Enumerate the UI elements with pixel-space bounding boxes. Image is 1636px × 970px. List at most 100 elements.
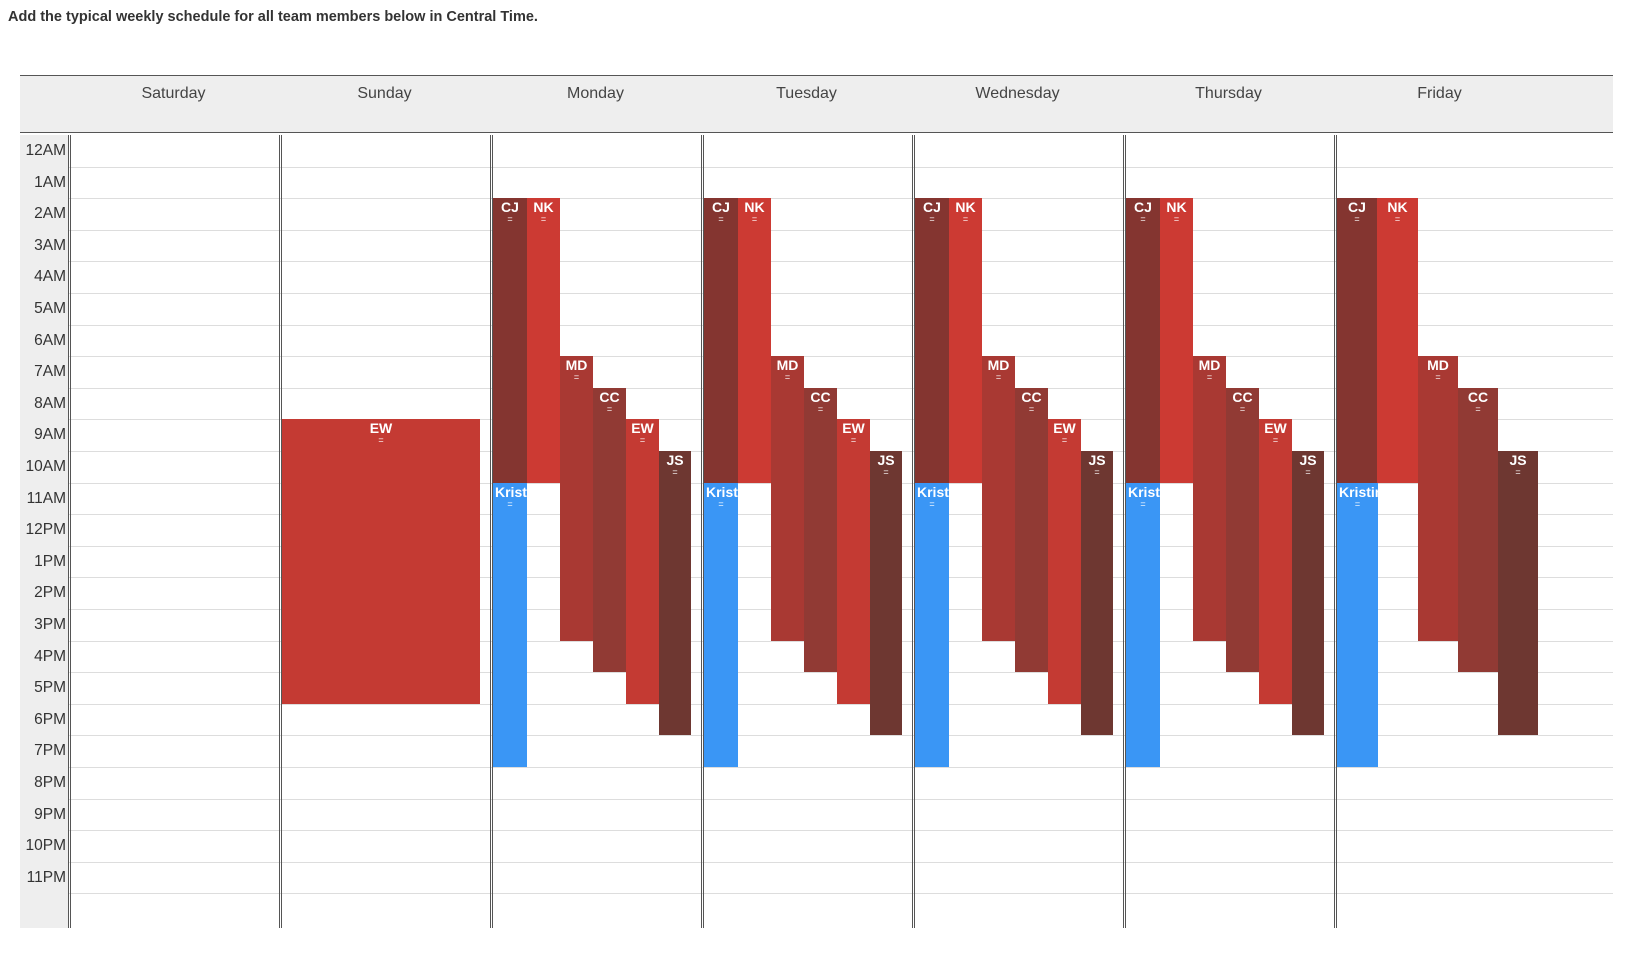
schedule-block-js[interactable]: JS = — [1498, 451, 1538, 736]
resize-handle-icon[interactable]: = — [1305, 467, 1311, 477]
resize-handle-icon[interactable]: = — [606, 403, 613, 414]
time-label: 7AM — [34, 363, 66, 381]
schedule-block-label: JS — [1509, 452, 1527, 468]
schedule-block-md[interactable]: MD = — [1193, 356, 1226, 641]
time-label: 2AM — [34, 205, 66, 223]
schedule-block-label: NK — [744, 199, 765, 216]
resize-handle-icon[interactable]: = — [1272, 435, 1279, 446]
resize-handle-icon[interactable]: = — [507, 214, 513, 225]
hour-gridline — [68, 293, 1613, 294]
day-column-wednesday[interactable]: CJ = NK = MD = CC = EW = JS = Krist = — [912, 135, 1123, 928]
time-label: 5AM — [34, 300, 66, 317]
schedule-block-cc[interactable]: CC = — [1226, 387, 1259, 673]
resize-handle-icon[interactable]: = — [1354, 498, 1361, 509]
schedule-block-cj[interactable]: CJ = — [1126, 198, 1160, 483]
resize-handle-icon[interactable]: = — [995, 372, 1002, 383]
time-label: 11AM — [26, 489, 66, 507]
day-column-sunday[interactable]: EW = — [279, 135, 490, 928]
resize-handle-icon[interactable]: = — [1061, 435, 1068, 446]
day-column-thursday[interactable]: CJ = NK = MD = CC = EW = JS = Krist = — [1123, 135, 1334, 928]
resize-handle-icon[interactable]: = — [718, 498, 724, 509]
schedule-block-cj[interactable]: CJ = — [493, 198, 527, 483]
time-label: 10AM — [25, 458, 67, 475]
resize-handle-icon[interactable]: = — [639, 435, 646, 446]
schedule-block-krist[interactable]: Kristin= — [1337, 482, 1378, 767]
schedule-block-md[interactable]: MD = — [771, 356, 804, 641]
schedule-block-js[interactable]: JS = — [659, 451, 691, 736]
schedule-block-md[interactable]: MD = — [1418, 356, 1458, 641]
schedule-block-cc[interactable]: CC = — [593, 387, 626, 673]
day-column-monday[interactable]: CJ = NK = MD = CC = EW = JS = Krist = — [490, 135, 701, 928]
schedule-block-krist[interactable]: Krist = — [704, 482, 738, 767]
resize-handle-icon[interactable]: = — [929, 498, 935, 509]
hour-gridline — [68, 893, 1613, 895]
schedule-block-ew[interactable]: EW = — [1259, 419, 1292, 704]
day-column-tuesday[interactable]: CJ = NK = MD = CC = EW = JS = Krist = — [701, 135, 912, 928]
resize-handle-icon[interactable]: = — [1239, 403, 1246, 414]
schedule-block-krist[interactable]: Krist = — [1126, 482, 1160, 767]
hour-gridline — [68, 767, 1613, 768]
schedule-block-nk[interactable]: NK = — [527, 198, 560, 483]
schedule-block-js[interactable]: JS = — [1292, 451, 1324, 736]
schedule-block-nk[interactable]: NK = — [949, 198, 982, 483]
schedule-block-ew[interactable]: EW = — [282, 419, 480, 704]
resize-handle-icon[interactable]: = — [718, 214, 724, 225]
time-label: 3AM — [34, 236, 66, 254]
schedule-block-cc[interactable]: CC = — [1015, 387, 1048, 673]
resize-handle-icon[interactable]: = — [1028, 403, 1035, 414]
schedule-block-nk[interactable]: NK = — [1160, 198, 1193, 483]
resize-handle-icon[interactable]: = — [883, 467, 889, 477]
schedule-block-js[interactable]: JS = — [870, 451, 902, 736]
resize-handle-icon[interactable]: = — [1394, 214, 1401, 225]
time-gutter: 12AM 1AM 2AM 3AM 4AM 5AM 6AM 7AM 8AM 9AM 10AM 11AM 1… — [20, 135, 68, 928]
resize-handle-icon[interactable]: = — [672, 467, 678, 477]
resize-handle-icon[interactable]: = — [1140, 498, 1146, 509]
schedule-block-md[interactable]: MD = — [982, 356, 1015, 641]
hour-gridline — [68, 861, 1613, 863]
resize-handle-icon[interactable]: = — [1354, 214, 1360, 225]
schedule-block-label: EW — [631, 420, 654, 437]
resize-handle-icon[interactable]: = — [1435, 372, 1441, 383]
resize-handle-icon[interactable]: = — [784, 372, 791, 383]
resize-handle-icon[interactable]: = — [1475, 403, 1481, 414]
schedule-block-label: EW — [1264, 420, 1287, 437]
schedule-block-label: CC — [599, 388, 620, 405]
schedule-block-nk[interactable]: NK = — [1377, 198, 1418, 483]
resize-handle-icon[interactable]: = — [507, 498, 513, 509]
schedule-block-label: EW — [1053, 420, 1076, 437]
resize-handle-icon[interactable]: = — [929, 214, 935, 225]
resize-handle-icon[interactable]: = — [850, 435, 857, 446]
resize-handle-icon[interactable]: = — [1515, 467, 1521, 477]
schedule-block-label: CJ — [923, 199, 941, 216]
schedule-block-cj[interactable]: CJ = — [704, 198, 738, 483]
schedule-block-md[interactable]: MD = — [560, 356, 593, 641]
schedule-block-ew[interactable]: EW = — [1048, 419, 1081, 704]
hour-gridline — [68, 324, 1613, 326]
resize-handle-icon[interactable]: = — [540, 214, 547, 225]
resize-handle-icon[interactable]: = — [962, 214, 969, 225]
schedule-block-js[interactable]: JS = — [1081, 451, 1113, 736]
resize-handle-icon[interactable]: = — [1140, 214, 1146, 225]
resize-handle-icon[interactable]: = — [1206, 372, 1213, 383]
resize-handle-icon[interactable]: = — [378, 435, 384, 446]
schedule-block-cc[interactable]: CC = — [1458, 387, 1498, 673]
schedule-block-cj[interactable]: CJ = — [915, 198, 949, 483]
schedule-block-ew[interactable]: EW = — [837, 419, 870, 704]
schedule-block-label: CJ — [1134, 199, 1152, 216]
resize-handle-icon[interactable]: = — [817, 403, 824, 414]
resize-handle-icon[interactable]: = — [1094, 467, 1100, 477]
schedule-block-label: Krist — [706, 483, 738, 500]
resize-handle-icon[interactable]: = — [1173, 214, 1180, 225]
resize-handle-icon[interactable]: = — [751, 214, 758, 225]
resize-handle-icon[interactable]: = — [573, 372, 580, 383]
schedule-block-krist[interactable]: Krist = — [915, 482, 949, 767]
schedule-block-cc[interactable]: CC = — [804, 387, 837, 673]
day-column-friday[interactable]: CJ=NK=MD=CC=JS=Kristin= — [1334, 135, 1545, 928]
time-label: 6PM — [34, 710, 66, 728]
day-column-saturday[interactable] — [68, 135, 279, 928]
schedule-block-krist[interactable]: Krist = — [493, 482, 527, 767]
schedule-block-cj[interactable]: CJ = — [1337, 198, 1377, 483]
schedule-block-ew[interactable]: EW = — [626, 419, 659, 704]
schedule-block-nk[interactable]: NK = — [738, 198, 771, 483]
schedule-block-label: EW — [842, 420, 865, 437]
